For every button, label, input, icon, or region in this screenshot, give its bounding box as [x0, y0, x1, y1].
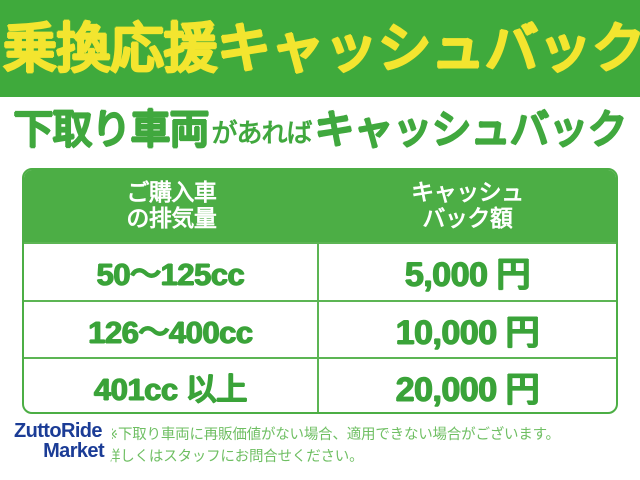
- brand-logo-line-1: ZuttoRide: [14, 419, 103, 442]
- table-row: 401cc 以上 20,000 円: [24, 357, 616, 412]
- column-header-cashback: キャッシュ バック額: [319, 170, 616, 242]
- column-header-cashback-line2: バック額: [422, 205, 513, 231]
- cell-cashback: 20,000 円: [395, 371, 540, 410]
- cell-displacement: 126〜400cc: [24, 301, 319, 357]
- disclaimer-line-2: 詳しくはスタッフにお問合せください。: [106, 449, 364, 465]
- headline-text: 乗換応援キャッシュバック: [3, 18, 640, 79]
- subheading: 下取り車両 があれば キャッシュバック: [0, 99, 640, 161]
- subheading-part-connector: があれば: [211, 118, 312, 148]
- column-header-cashback-line1: キャッシュ: [411, 179, 524, 206]
- brand-logo: ZuttoRide Market: [8, 414, 112, 468]
- headline-banner: 乗換応援キャッシュバック: [0, 0, 640, 97]
- disclaimer: ※下取り車両に再販価値がない場合、適用できない場合がございます。 詳しくはスタッ…: [106, 424, 626, 468]
- cell-cashback: 5,000 円: [404, 256, 531, 295]
- column-header-displacement: ご購入車 の排気量: [24, 170, 319, 242]
- brand-logo-line-2: Market: [43, 439, 104, 462]
- subheading-part-tradein: 下取り車両: [13, 108, 209, 152]
- cashback-table: ご購入車 の排気量 キャッシュ バック額 50〜125cc 5,000 円 12…: [22, 168, 618, 414]
- cell-cashback: 10,000 円: [395, 313, 540, 352]
- table-row: 50〜125cc 5,000 円: [24, 242, 616, 300]
- disclaimer-line-1: ※下取り車両に再販価値がない場合、適用できない場合がございます。: [106, 427, 560, 443]
- cell-displacement: 50〜125cc: [24, 244, 319, 300]
- subheading-part-cashback: キャッシュバック: [314, 108, 628, 152]
- table-row: 126〜400cc 10,000 円: [24, 299, 616, 357]
- column-header-displacement-line2: の排気量: [126, 205, 217, 231]
- column-header-displacement-line1: ご購入車: [126, 179, 217, 206]
- cell-displacement: 401cc 以上: [24, 359, 319, 412]
- table-header-row: ご購入車 の排気量 キャッシュ バック額: [24, 170, 616, 242]
